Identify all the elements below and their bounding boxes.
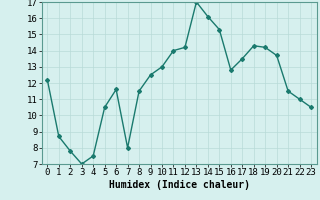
X-axis label: Humidex (Indice chaleur): Humidex (Indice chaleur) [109,180,250,190]
